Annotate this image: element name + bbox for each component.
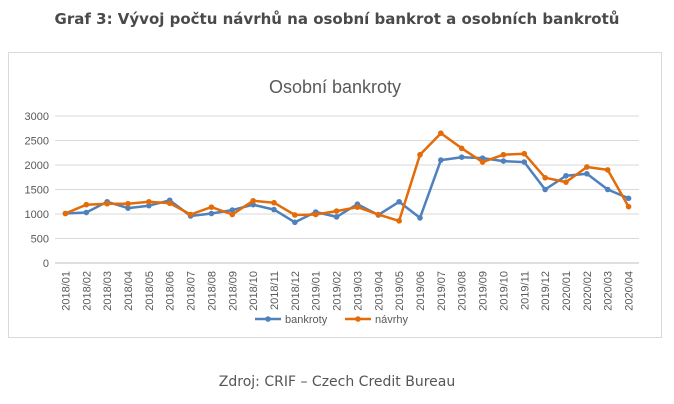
data-point xyxy=(604,167,611,173)
data-point xyxy=(250,197,256,204)
data-point xyxy=(208,210,215,217)
y-tick-label: 2500 xyxy=(25,136,49,148)
legend-marker xyxy=(265,316,271,322)
line-chart: Osobní bankroty 0 500 1000 1500 2000 2500 3000… xyxy=(25,77,639,326)
x-tick-label: 2018/07 xyxy=(186,271,198,311)
data-point xyxy=(312,211,319,218)
data-point xyxy=(625,195,632,202)
data-point xyxy=(166,200,173,207)
data-point xyxy=(250,201,256,208)
chart-frame: Osobní bankroty 0 500 1000 1500 2000 2500 3000… xyxy=(8,52,662,338)
data-point xyxy=(521,150,528,157)
y-tick-label: 500 xyxy=(31,234,49,246)
x-tick-label: 2019/04 xyxy=(373,271,385,311)
data-point xyxy=(83,209,90,216)
x-tick-label: 2018/12 xyxy=(290,271,302,311)
x-tick-label: 2019/03 xyxy=(352,271,364,311)
x-tick-label: 2018/06 xyxy=(165,271,177,311)
data-point xyxy=(458,145,465,152)
legend-marker xyxy=(355,316,361,322)
series-line-2 xyxy=(64,131,630,223)
data-point xyxy=(146,202,152,209)
data-point xyxy=(292,212,298,218)
x-tick-label: 2018/01 xyxy=(60,271,72,311)
x-tick-label: 2020/04 xyxy=(624,271,636,311)
data-point xyxy=(500,151,507,158)
x-tick-label: 2018/09 xyxy=(227,271,239,311)
data-point xyxy=(458,154,465,160)
x-tick-label: 2018/03 xyxy=(102,271,114,311)
data-point xyxy=(229,207,236,213)
data-point xyxy=(125,205,131,211)
y-tick-label: 0 xyxy=(43,258,49,270)
data-point xyxy=(542,174,548,181)
y-tick-label: 2000 xyxy=(25,160,49,172)
x-tick-label: 2018/08 xyxy=(206,271,218,311)
x-tick-label: 2018/05 xyxy=(144,271,156,311)
data-point xyxy=(62,210,69,217)
data-point xyxy=(292,219,298,226)
data-point xyxy=(417,215,423,221)
data-point xyxy=(417,151,423,158)
data-point xyxy=(375,211,382,218)
x-tick-label: 2019/12 xyxy=(540,271,552,311)
data-point xyxy=(584,164,590,170)
legend-label: bankroty xyxy=(285,314,328,326)
data-point xyxy=(354,204,361,210)
x-tick-label: 2019/01 xyxy=(311,271,323,311)
data-point xyxy=(396,218,402,224)
x-tick-label: 2019/11 xyxy=(519,271,531,310)
source-note: Zdroj: CRIF – Czech Credit Bureau xyxy=(218,374,456,390)
data-point xyxy=(396,198,402,205)
data-point xyxy=(479,155,486,161)
x-tick-label: 2019/06 xyxy=(415,271,427,311)
data-point xyxy=(104,200,110,207)
x-tick-label: 2019/02 xyxy=(332,271,344,311)
legend-label: návrhy xyxy=(375,314,409,326)
x-tick-label: 2019/08 xyxy=(457,271,469,311)
data-point xyxy=(479,159,486,165)
x-tick-label: 2018/02 xyxy=(81,271,93,311)
data-point xyxy=(208,204,215,210)
data-point xyxy=(521,159,528,165)
data-point xyxy=(271,206,277,213)
data-point xyxy=(625,203,632,210)
x-tick-label: 2018/04 xyxy=(123,271,135,311)
x-tick-label: 2018/10 xyxy=(248,271,260,311)
y-tick-label: 1500 xyxy=(25,185,49,197)
page-heading: Graf 3: Vývoj počtu návrhů na osobní ban… xyxy=(54,10,620,28)
x-tick-label: 2019/07 xyxy=(436,271,448,311)
x-tick-label: 2020/02 xyxy=(582,271,594,311)
x-tick-label: 2020/03 xyxy=(603,271,615,311)
data-point xyxy=(333,214,340,220)
data-point xyxy=(604,186,611,193)
data-point xyxy=(271,199,277,206)
data-point xyxy=(542,186,548,193)
x-tick-label: 2020/01 xyxy=(561,271,573,311)
y-tick-label: 3000 xyxy=(25,111,49,123)
data-point xyxy=(229,211,236,218)
data-point xyxy=(146,198,152,205)
data-point xyxy=(125,200,131,207)
data-point xyxy=(83,201,90,208)
y-tick-label: 1000 xyxy=(25,209,49,221)
data-point xyxy=(584,171,590,177)
data-point xyxy=(187,211,194,218)
x-tick-label: 2019/09 xyxy=(478,271,490,311)
data-point xyxy=(563,172,569,179)
data-point xyxy=(438,157,444,163)
data-point xyxy=(500,158,507,164)
x-tick-label: 2019/05 xyxy=(394,271,406,311)
data-point xyxy=(563,179,569,185)
x-tick-label: 2018/11 xyxy=(269,271,281,310)
data-point xyxy=(333,208,340,214)
x-tick-label: 2019/10 xyxy=(498,271,510,311)
chart-title: Osobní bankroty xyxy=(269,77,401,97)
data-point xyxy=(438,130,444,136)
